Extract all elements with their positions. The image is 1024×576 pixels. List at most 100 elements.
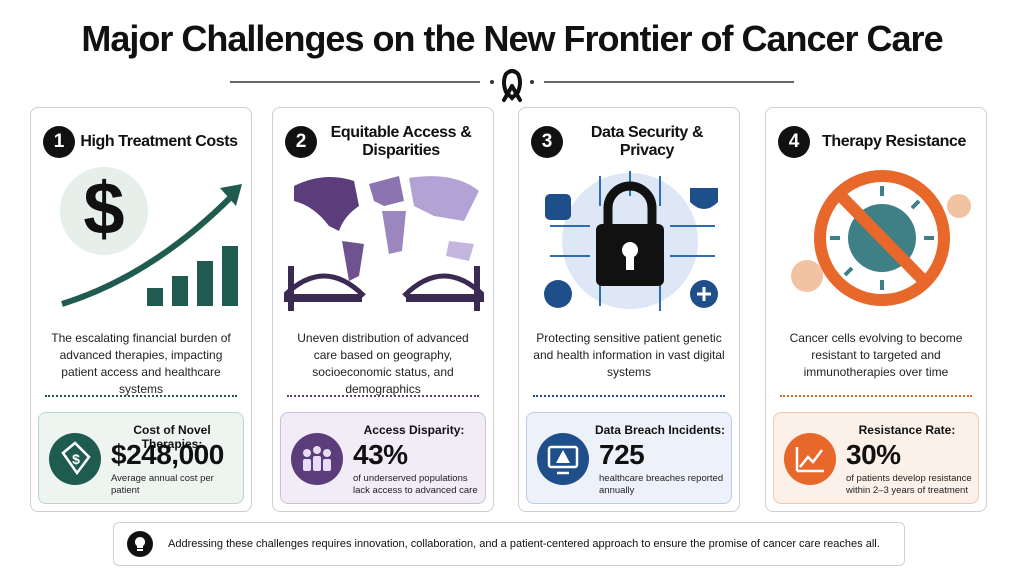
shape: [222, 246, 238, 306]
shape: [690, 188, 718, 209]
shape: [147, 288, 163, 306]
shape: [197, 261, 213, 306]
shape: [556, 450, 570, 463]
stat-icon: $: [49, 433, 101, 485]
shape: [530, 80, 534, 84]
shape: [490, 80, 494, 84]
shape: [284, 294, 362, 302]
shape: [795, 447, 824, 473]
card-header: 2 Equitable Access & Disparities: [285, 122, 485, 162]
title: Major Challenges on the New Frontier of …: [81, 18, 943, 59]
shape: [697, 287, 711, 301]
card-number: 2: [285, 126, 317, 158]
shape: [61, 193, 235, 307]
shape: [303, 459, 311, 471]
card-header: 1 High Treatment Costs: [43, 122, 243, 162]
shape: [313, 446, 321, 454]
shape: [135, 537, 145, 548]
shape: [323, 449, 331, 457]
stat-box: Access Disparity: 43% of underserved pop…: [280, 412, 486, 504]
stat-box: Resistance Rate: 30% of patients develop…: [773, 412, 979, 504]
stat-icon: [784, 433, 836, 485]
shape: [61, 441, 91, 476]
illustration: [282, 166, 486, 321]
bulb-icon: [127, 531, 153, 557]
card-title: Therapy Resistance: [822, 133, 966, 150]
tag-symbol: $: [72, 451, 80, 467]
shape: [784, 433, 836, 485]
card-header: 4 Therapy Resistance: [778, 122, 978, 162]
dotted-divider: [533, 395, 725, 397]
illustration: [777, 166, 977, 321]
shape: [294, 177, 359, 231]
stat-value: $248,000: [111, 439, 224, 470]
card-header: 3 Data Security & Privacy: [531, 122, 731, 162]
shape: [626, 254, 634, 270]
shape: [406, 294, 484, 302]
divider: [230, 69, 794, 102]
card-title: Data Security & Privacy: [590, 124, 704, 159]
footer-text: Addressing these challenges requires inn…: [168, 538, 880, 550]
map-illustration: [282, 176, 486, 311]
card-number: 3: [531, 126, 563, 158]
shape: [947, 194, 971, 218]
footer: Addressing these challenges requires inn…: [113, 522, 905, 566]
shape: [303, 449, 311, 457]
shape: [49, 433, 101, 485]
shape: [282, 273, 486, 298]
stat-value: 43%: [353, 439, 408, 470]
card-title: Equitable Access & Disparities: [330, 124, 472, 159]
shape: [313, 456, 321, 471]
stat-label: Resistance Rate:: [858, 423, 956, 437]
stat-label: Access Disparity:: [363, 423, 465, 437]
stat-label: Data Breach Incidents:: [594, 423, 726, 437]
shape: [834, 189, 930, 287]
shape: [60, 167, 148, 255]
shape: [474, 266, 480, 311]
stat-box: $ Cost of Novel Therapies: $248,000 Aver…: [38, 412, 244, 504]
shape: [547, 445, 579, 469]
card-number: 4: [778, 126, 810, 158]
shape: [603, 181, 657, 226]
illustration: [530, 166, 730, 321]
shape: [291, 433, 343, 485]
stat-caption: Average annual cost per patient: [111, 473, 214, 496]
shape: [303, 446, 331, 471]
shape: [814, 170, 950, 306]
shape: [537, 433, 589, 485]
stat-value: 30%: [846, 439, 901, 470]
dotted-divider: [45, 395, 237, 397]
dotted-divider: [780, 395, 972, 397]
lock-illustration: [544, 171, 718, 311]
shape: [502, 69, 522, 102]
challenge-card: 1 High Treatment Costs $ The escalating f…: [30, 107, 252, 512]
stat-icon: [537, 433, 589, 485]
stat-caption: of underserved populations lack access t…: [353, 473, 478, 496]
card-title: High Treatment Costs: [80, 133, 238, 150]
challenge-card: 2 Equitable Access & Disparities Uneven d…: [272, 107, 494, 512]
illustration: $: [42, 166, 242, 321]
shape: [544, 280, 572, 308]
card-description: Cancer cells evolving to become resistan…: [789, 331, 963, 379]
shape: [172, 276, 188, 306]
shape: [288, 266, 294, 311]
shape: [323, 459, 331, 471]
stat-caption: healthcare breaches reported annually: [599, 473, 724, 496]
card-description: Uneven distribution of advanced care bas…: [297, 331, 469, 396]
shape: [446, 241, 474, 261]
resistance-illustration: [791, 170, 971, 306]
card-description: The escalating financial burden of advan…: [51, 331, 231, 396]
shape: [342, 241, 364, 281]
stat-caption: of patients develop resistance within 2–…: [846, 473, 972, 496]
shape: [137, 549, 143, 551]
stat-box: Data Breach Incidents: 725 healthcare br…: [526, 412, 732, 504]
shape: [382, 211, 406, 254]
challenge-card: 3 Data Security & Privacy Protecting sens…: [518, 107, 740, 512]
dotted-divider: [287, 395, 479, 397]
shape: [220, 184, 242, 206]
card-number: 1: [43, 126, 75, 158]
shape: [409, 176, 479, 221]
shape: [545, 194, 571, 220]
challenge-card: 4 Therapy Resistance Cancer cells evolvin…: [765, 107, 987, 512]
